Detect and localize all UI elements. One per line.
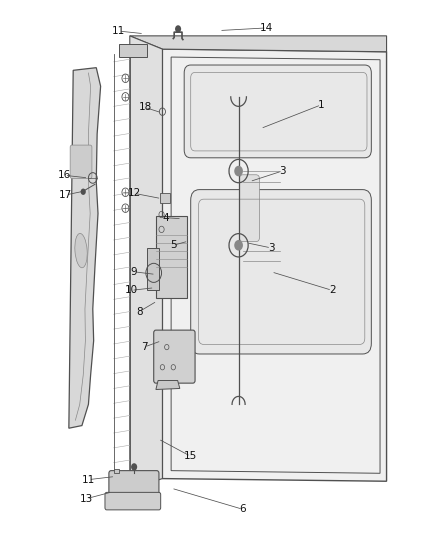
- Text: 16: 16: [58, 171, 71, 180]
- FancyBboxPatch shape: [70, 145, 92, 179]
- Text: 2: 2: [329, 285, 336, 295]
- Text: 15: 15: [184, 451, 198, 462]
- Polygon shape: [114, 469, 119, 473]
- Text: 14: 14: [260, 23, 273, 33]
- Text: 6: 6: [240, 504, 246, 514]
- Text: 5: 5: [170, 240, 177, 251]
- Polygon shape: [162, 49, 387, 481]
- Text: 17: 17: [59, 190, 72, 200]
- Text: 13: 13: [80, 494, 93, 504]
- FancyBboxPatch shape: [109, 471, 159, 503]
- Circle shape: [131, 463, 137, 471]
- Text: 3: 3: [268, 243, 275, 253]
- FancyBboxPatch shape: [191, 190, 371, 354]
- Polygon shape: [130, 36, 387, 52]
- Text: 4: 4: [162, 213, 169, 223]
- FancyBboxPatch shape: [240, 175, 259, 241]
- Circle shape: [234, 240, 243, 251]
- Ellipse shape: [75, 233, 87, 268]
- Polygon shape: [130, 36, 162, 489]
- Circle shape: [175, 25, 181, 33]
- Bar: [156, 216, 187, 298]
- Text: 11: 11: [82, 475, 95, 484]
- Text: 1: 1: [318, 100, 325, 110]
- Text: 8: 8: [136, 306, 143, 317]
- FancyBboxPatch shape: [105, 492, 161, 510]
- FancyBboxPatch shape: [154, 330, 195, 383]
- FancyBboxPatch shape: [184, 65, 371, 158]
- Bar: [160, 193, 170, 203]
- Polygon shape: [69, 68, 101, 428]
- Text: 7: 7: [141, 342, 148, 352]
- Circle shape: [81, 189, 86, 195]
- Circle shape: [234, 166, 243, 176]
- Polygon shape: [156, 381, 180, 390]
- Bar: [119, 44, 147, 57]
- Text: 10: 10: [124, 285, 138, 295]
- Text: 18: 18: [138, 102, 152, 112]
- Bar: [147, 248, 159, 290]
- Text: 11: 11: [112, 26, 126, 36]
- Text: 3: 3: [279, 166, 286, 176]
- Text: 12: 12: [127, 188, 141, 198]
- Text: 9: 9: [131, 267, 138, 277]
